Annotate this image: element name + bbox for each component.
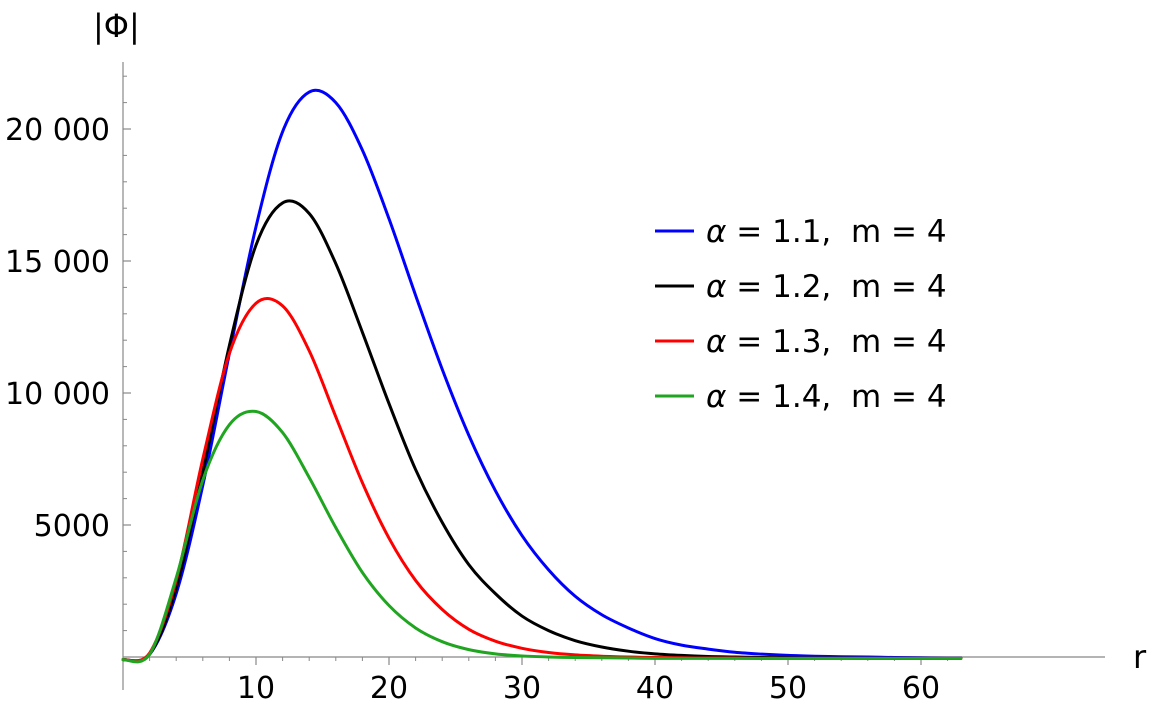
x-tick-label: 20 [370,671,408,706]
x-tick-label: 40 [636,671,674,706]
x-tick-label: 30 [503,671,541,706]
legend-label-text: = 1.1, m = 4 [726,214,946,250]
legend-label-1: α = 1.1, m = 4 [706,214,947,250]
minor-ticks [123,75,949,661]
y-tick-label: 5000 [34,509,110,544]
x-tick-label: 60 [902,671,940,706]
x-axis-title: r [1133,638,1147,676]
legend-alpha-symbol: α [706,214,726,250]
legend-label-3: α = 1.3, m = 4 [706,324,947,360]
legend-label-text: = 1.4, m = 4 [726,379,946,415]
y-tick-label: 10 000 [5,377,110,412]
y-axis-title: |Φ| [93,7,140,45]
x-tick-label: 10 [237,671,275,706]
legend-alpha-symbol: α [706,324,726,360]
y-ticks: 5000 10 000 15 000 20 000 [5,113,131,544]
legend-label-4: α = 1.4, m = 4 [706,379,947,415]
legend: α = 1.1, m = 4α = 1.2, m = 4α = 1.3, m =… [655,214,947,415]
legend-label-text: = 1.2, m = 4 [726,269,946,305]
legend-alpha-symbol: α [706,269,726,305]
legend-alpha-symbol: α [706,379,726,415]
x-tick-label: 50 [769,671,807,706]
y-tick-label: 20 000 [5,113,110,148]
series-line-4 [121,409,963,664]
series-layer [121,88,963,664]
axes [122,62,1105,690]
x-ticks: 10 20 30 40 50 60 [237,657,940,706]
series-line-1 [121,88,963,663]
y-tick-label: 15 000 [5,245,110,280]
legend-label-2: α = 1.2, m = 4 [706,269,947,305]
legend-label-text: = 1.3, m = 4 [726,324,946,360]
